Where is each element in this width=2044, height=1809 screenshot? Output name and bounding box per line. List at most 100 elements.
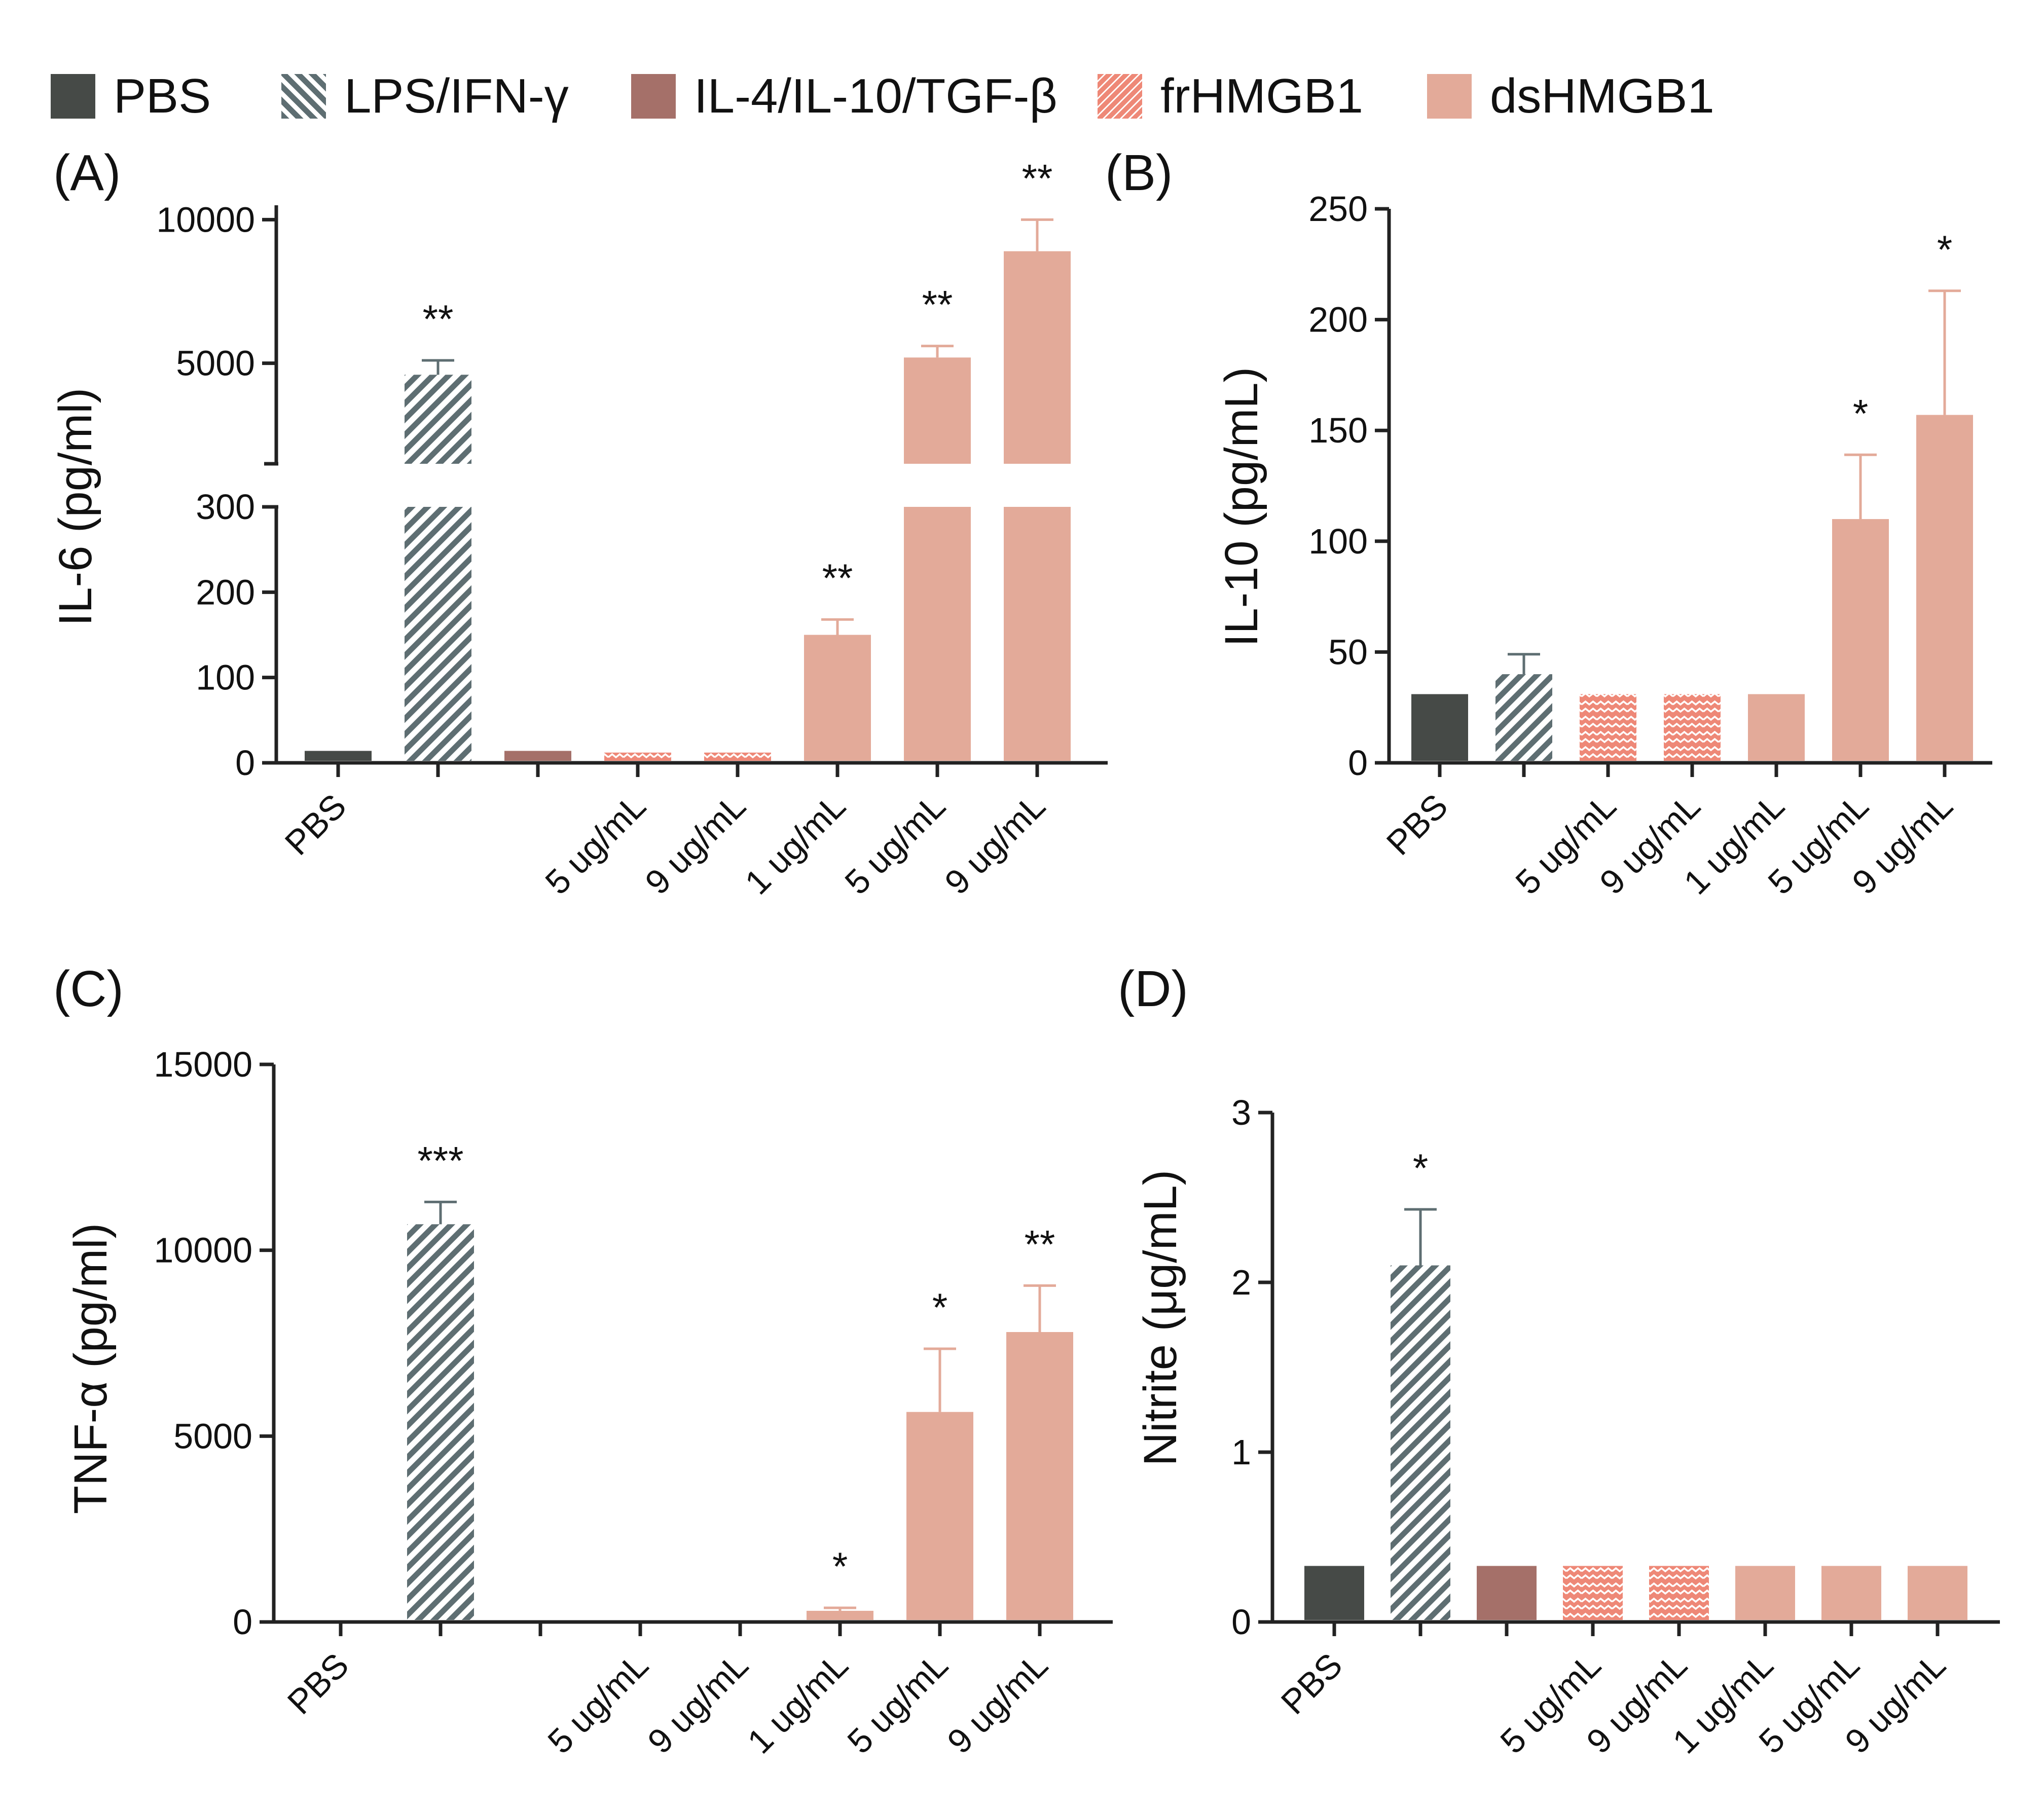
x-tick-label: PBS bbox=[280, 1646, 356, 1722]
panel-label-a: (A) bbox=[53, 144, 121, 201]
legend-swatch bbox=[51, 74, 95, 119]
x-tick-label: 9 ug/mL bbox=[937, 787, 1052, 902]
x-tick-label: 5 ug/mL bbox=[837, 787, 953, 902]
y-tick-label: 3 bbox=[1231, 1093, 1251, 1132]
significance-marker: * bbox=[1853, 391, 1868, 435]
legend-item-pbs: PBS bbox=[51, 69, 211, 123]
bar bbox=[1006, 1332, 1073, 1620]
panel-label-d: (D) bbox=[1118, 961, 1188, 1017]
bar bbox=[405, 507, 471, 761]
x-tick-label: 1 ug/mL bbox=[740, 1646, 855, 1761]
bar bbox=[1916, 415, 1973, 761]
x-tick-label: 9 ug/mL bbox=[640, 1646, 755, 1761]
legend-item-ds: dsHMGB1 bbox=[1427, 69, 1714, 123]
bar bbox=[704, 752, 771, 761]
x-tick-label: PBS bbox=[1379, 787, 1455, 863]
y-axis-label-b: IL-10 (pg/mL) bbox=[1216, 367, 1267, 647]
y-tick-label: 50 bbox=[1328, 632, 1368, 672]
significance-marker: ** bbox=[1022, 156, 1053, 200]
x-tick-label: 9 ug/mL bbox=[940, 1646, 1055, 1761]
legend-swatch bbox=[1427, 74, 1472, 119]
legend-item-il4: IL-4/IL-10/TGF-β bbox=[631, 69, 1057, 123]
bar bbox=[407, 1224, 474, 1620]
y-tick-label: 0 bbox=[1348, 743, 1368, 783]
y-tick-label: 1 bbox=[1231, 1432, 1251, 1472]
bar bbox=[604, 752, 671, 761]
significance-marker: * bbox=[1937, 227, 1952, 272]
bar bbox=[807, 1611, 873, 1620]
y-tick-label: 10000 bbox=[154, 1231, 252, 1270]
panel-label-c: (C) bbox=[53, 961, 124, 1017]
significance-marker: *** bbox=[417, 1138, 463, 1183]
bar-upper-segment bbox=[1004, 251, 1071, 464]
legend-label: IL-4/IL-10/TGF-β bbox=[694, 69, 1057, 123]
y-tick-label: 15000 bbox=[154, 1045, 252, 1084]
significance-marker: ** bbox=[922, 282, 953, 327]
legend-swatch bbox=[1098, 74, 1142, 119]
legend-item-fr: frHMGB1 bbox=[1098, 69, 1364, 123]
legend-swatch bbox=[281, 74, 326, 119]
bar bbox=[1908, 1566, 1967, 1620]
y-tick-label: 100 bbox=[196, 658, 255, 697]
y-tick-label: 100 bbox=[1308, 522, 1368, 561]
bar bbox=[1748, 694, 1805, 761]
y-tick-label: 5000 bbox=[173, 1416, 252, 1456]
y-tick-label: 0 bbox=[1231, 1602, 1251, 1642]
bar bbox=[1664, 694, 1721, 761]
significance-marker: * bbox=[1413, 1146, 1428, 1190]
legend-swatch bbox=[631, 74, 676, 119]
bar-upper-segment bbox=[405, 375, 471, 464]
bar bbox=[804, 635, 871, 761]
y-tick-label: 0 bbox=[235, 743, 255, 783]
x-tick-label: 1 ug/mL bbox=[738, 787, 853, 902]
x-tick-label: 9 ug/mL bbox=[638, 787, 753, 902]
bar bbox=[1304, 1566, 1364, 1620]
legend: PBS LPS/IFN-γ IL-4/IL-10/TGF-β frHMGB1 dsHMG… bbox=[51, 51, 2028, 132]
legend-label: LPS/IFN-γ bbox=[344, 69, 569, 123]
bar bbox=[1411, 694, 1468, 761]
bar bbox=[1649, 1566, 1709, 1620]
x-tick-label: 5 ug/mL bbox=[538, 787, 653, 902]
bar bbox=[1477, 1566, 1537, 1620]
y-tick-label: 200 bbox=[196, 572, 255, 612]
y-tick-label: 250 bbox=[1308, 189, 1368, 229]
legend-label: dsHMGB1 bbox=[1490, 69, 1714, 123]
bar bbox=[1832, 519, 1889, 761]
legend-label: frHMGB1 bbox=[1160, 69, 1364, 123]
bar-upper-segment bbox=[904, 357, 971, 464]
y-axis-label-d: Nitrite (μg/mL) bbox=[1135, 1170, 1186, 1466]
panel-label-b: (B) bbox=[1105, 144, 1173, 201]
bar bbox=[904, 507, 971, 761]
significance-marker: ** bbox=[423, 297, 454, 341]
x-tick-label: 5 ug/mL bbox=[840, 1646, 955, 1761]
significance-marker: * bbox=[832, 1544, 848, 1589]
bar bbox=[906, 1412, 973, 1620]
y-tick-label: 5000 bbox=[176, 344, 255, 383]
y-tick-label: 150 bbox=[1308, 411, 1368, 450]
y-axis-label-c: TNF-α (pg/ml) bbox=[65, 1223, 117, 1514]
bar bbox=[305, 751, 372, 761]
bar bbox=[1563, 1566, 1623, 1620]
bar bbox=[1391, 1265, 1450, 1620]
significance-marker: * bbox=[932, 1285, 947, 1330]
y-tick-label: 2 bbox=[1231, 1263, 1251, 1302]
y-tick-label: 0 bbox=[233, 1602, 252, 1642]
x-tick-label: PBS bbox=[1274, 1646, 1350, 1722]
y-tick-label: 10000 bbox=[156, 200, 255, 239]
x-tick-label: 5 ug/mL bbox=[540, 1646, 655, 1761]
bar bbox=[1495, 674, 1552, 761]
y-tick-label: 200 bbox=[1308, 300, 1368, 340]
y-axis-label-a: IL-6 (pg/ml) bbox=[50, 388, 101, 626]
y-tick-label: 300 bbox=[196, 487, 255, 527]
bar bbox=[1821, 1566, 1881, 1620]
significance-marker: ** bbox=[822, 556, 853, 600]
bar bbox=[1004, 507, 1071, 761]
x-tick-label: PBS bbox=[278, 787, 354, 863]
legend-item-lps: LPS/IFN-γ bbox=[281, 69, 569, 123]
bar bbox=[1580, 694, 1636, 761]
